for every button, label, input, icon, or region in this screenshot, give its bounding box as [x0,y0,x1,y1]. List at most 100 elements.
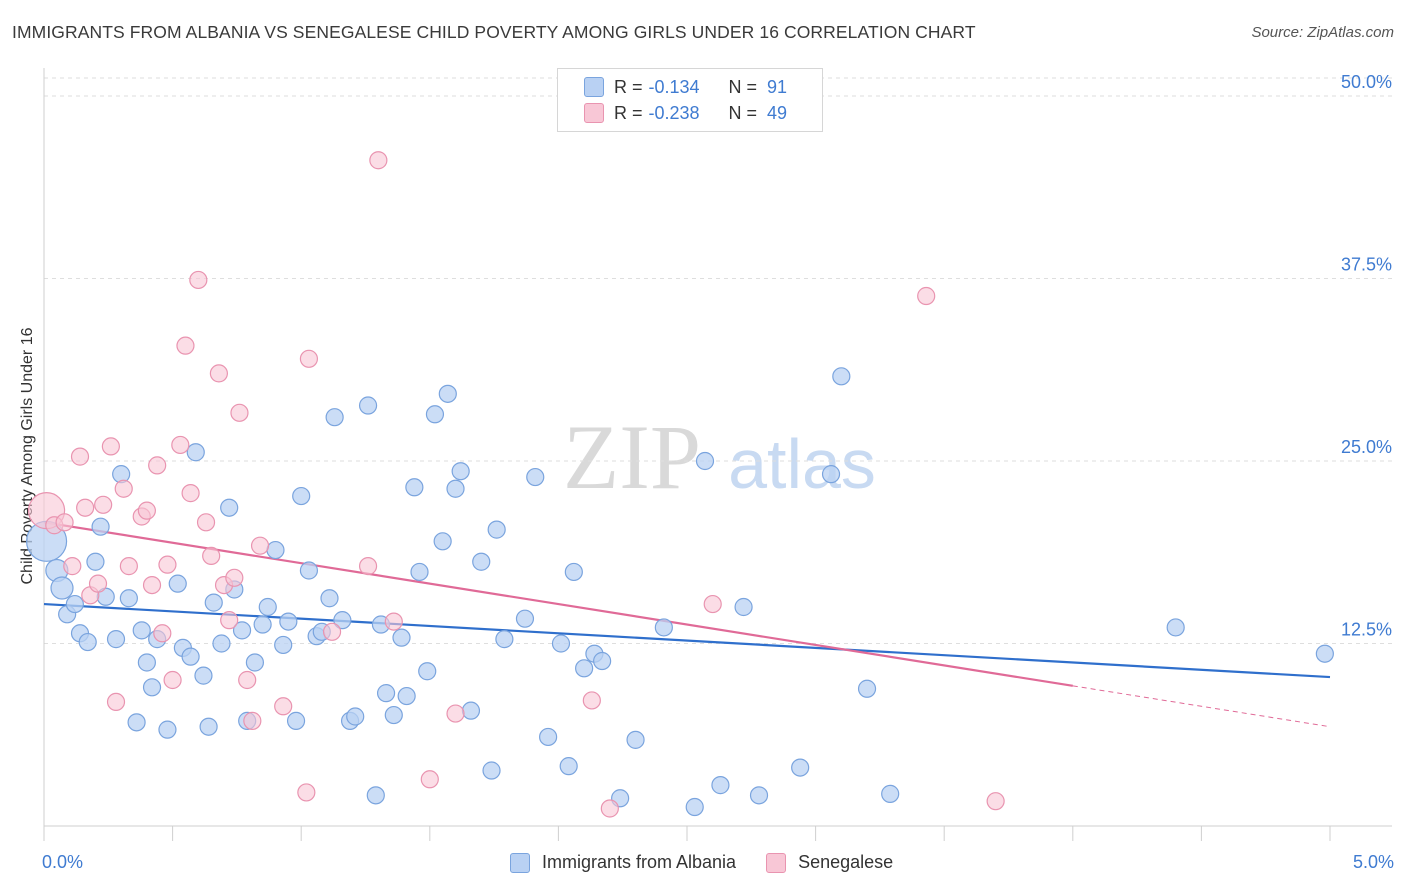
senegal-point [196,513,216,532]
watermark-atlas: atlas [728,425,876,503]
albania-point [220,498,239,517]
albania-point [881,784,900,803]
albania-point [451,462,470,481]
albania-point [127,713,146,732]
senegal-point [250,536,270,555]
albania-point [564,562,583,582]
albania-point [286,711,306,730]
senegal-point [230,403,249,422]
albania-point [232,621,252,640]
albania-point [1315,644,1334,663]
legend-label-senegal: Senegalese [798,852,894,872]
senegal-swatch [584,103,604,123]
senegal-point [94,495,113,514]
x-tick-max: 5.0% [1352,852,1394,872]
senegal-point [420,770,439,789]
senegal-point [274,697,293,716]
albania-point [186,443,205,462]
r-label: R = [614,102,643,123]
albania-point [258,597,277,617]
senegal-point [55,513,74,532]
senegal-point [158,555,177,574]
stats-row-senegal: R = -0.238 N = 49 [584,101,787,125]
albania-point [366,786,385,805]
senegal-point [148,456,167,475]
albania-point [212,634,231,653]
albania-point [292,486,311,506]
albania-point [274,635,293,655]
senegal-point [101,437,120,456]
senegal-point [137,501,156,520]
albania-point [181,647,200,666]
albania-point [526,467,545,487]
albania-point [472,552,491,571]
senegal-point [297,783,316,802]
senegal-point [600,799,619,818]
albania-point [78,632,97,652]
senegal-point [582,691,601,710]
albania-point [749,786,769,805]
albania-point [376,684,396,703]
albania-point [299,561,319,580]
albania-swatch [584,77,604,97]
albania-point [106,630,126,649]
albania-point [358,396,378,415]
n-value-albania: 91 [767,76,788,97]
albania-point [626,730,645,749]
stats-legend: R = -0.134 N = 91 R = -0.238 N = 49 [557,68,823,132]
albania-point [204,593,223,612]
legend-item-albania[interactable]: Immigrants from Albania [510,852,736,873]
senegal-point [220,611,239,630]
albania-point [410,562,429,582]
albania-point [158,720,177,739]
senegal-point [76,498,95,517]
y-tick-label: 25.0% [1341,437,1392,457]
senegal-point [243,711,262,730]
source-label: Source: ZipAtlas.com [1251,24,1394,41]
r-label: R = [614,76,643,97]
senegal-trend-extension [1072,685,1331,728]
albania-point [857,679,877,698]
legend-label-albania: Immigrants from Albania [542,852,737,872]
albania-point [821,465,841,484]
albania-legend-swatch [510,852,530,873]
series-legend: Immigrants from Albania Senegalese [510,852,923,873]
albania-point [142,678,162,697]
albania-point [685,797,704,817]
senegal-point [181,484,200,503]
albania-point [433,532,452,551]
albania-point [515,609,535,628]
senegal-point [70,447,90,466]
albania-point [539,727,558,747]
albania-point [575,659,594,678]
albania-point [446,479,465,498]
albania-point [279,612,298,631]
albania-point [91,517,110,536]
senegal-point [384,612,403,631]
senegal-point [225,568,244,587]
albania-point [832,367,851,386]
r-value-albania: -0.134 [648,76,700,97]
r-value-senegal: -0.238 [648,102,700,123]
senegal-point [63,557,82,576]
albania-point [119,589,138,608]
albania-point [320,589,339,608]
senegal-point [299,349,319,368]
albania-point [168,574,187,593]
albania-point [461,701,481,720]
albania-point [1166,618,1185,637]
albania-point [425,405,445,424]
albania-point [695,451,715,471]
n-value-senegal: 49 [767,102,788,123]
albania-point [50,576,74,600]
n-label: N = [728,76,758,97]
albania-point [495,630,514,649]
senegal-point [238,670,257,690]
chart-title: IMMIGRANTS FROM ALBANIA VS SENEGALESE CH… [12,22,976,42]
albania-point [559,757,578,776]
senegal-point [153,624,172,643]
legend-item-senegal[interactable]: Senegalese [766,852,893,873]
albania-point [392,628,411,647]
senegal-point [703,594,722,614]
